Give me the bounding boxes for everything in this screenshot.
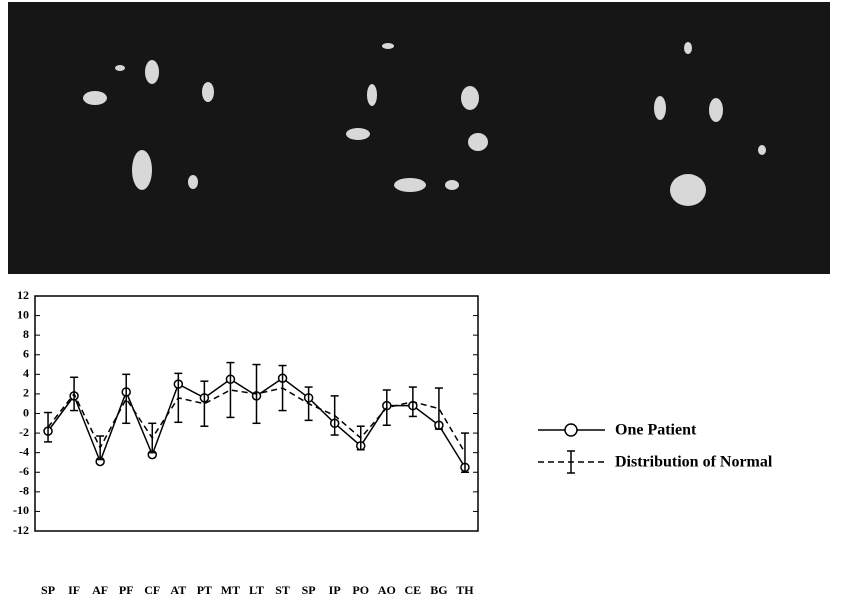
y-tick-label: -10 [13,503,29,517]
y-tick-label: 6 [23,347,29,361]
error-bar [434,387,443,430]
y-tick-label: 10 [17,307,29,321]
y-tick-label: 12 [17,288,29,302]
y-tick-label: -6 [19,464,29,478]
x-tick-label: PF [119,583,134,597]
y-tick-label: -4 [19,444,29,458]
error-bar [278,364,287,412]
error-bar [382,389,391,426]
x-tick-label: BG [430,583,447,597]
x-tick-label: LT [249,583,264,597]
x-tick-label: SP [302,583,316,597]
error-bar [460,432,469,473]
x-tick-label: CE [405,583,422,597]
y-tick-label: -8 [19,484,29,498]
error-bar [174,372,183,424]
x-tick-label: IF [68,583,80,597]
error-bar [70,376,79,412]
error-bar [252,363,261,425]
y-tick-label: -12 [13,523,29,537]
error-bar [148,422,157,454]
error-bar [200,380,209,427]
legend-label: Distribution of Normal [615,454,773,471]
brain-image-blobs [83,42,766,206]
x-tick-label: MT [221,583,240,597]
error-bar [304,386,313,422]
error-bar [44,411,53,443]
error-bar [356,425,365,451]
y-tick-label: 4 [23,366,29,380]
y-tick-label: 0 [23,405,29,419]
error-bar [226,361,235,419]
error-bar [96,435,105,461]
x-tick-label: AO [378,583,396,597]
y-tick-label: -2 [19,425,29,439]
x-tick-label: AF [92,583,108,597]
error-bar [408,386,417,418]
legend: One Patient Distribution of Normal [538,422,773,474]
legend-label: One Patient [615,422,697,439]
x-tick-label: PT [197,583,212,597]
x-tick-label: PO [352,583,369,597]
legend-marker [564,423,578,437]
x-tick-label: IP [329,583,341,597]
y-tick-label: 2 [23,386,29,400]
x-tick-label: SP [41,583,55,597]
x-tick-label: TH [456,583,474,597]
x-tick-label: ST [275,583,290,597]
y-tick-label: 8 [23,327,29,341]
x-tick-label: AT [170,583,186,597]
x-tick-label: CF [144,583,160,597]
error-bar [122,373,131,425]
brain-image-panel [8,2,830,274]
error-bar [330,395,339,436]
